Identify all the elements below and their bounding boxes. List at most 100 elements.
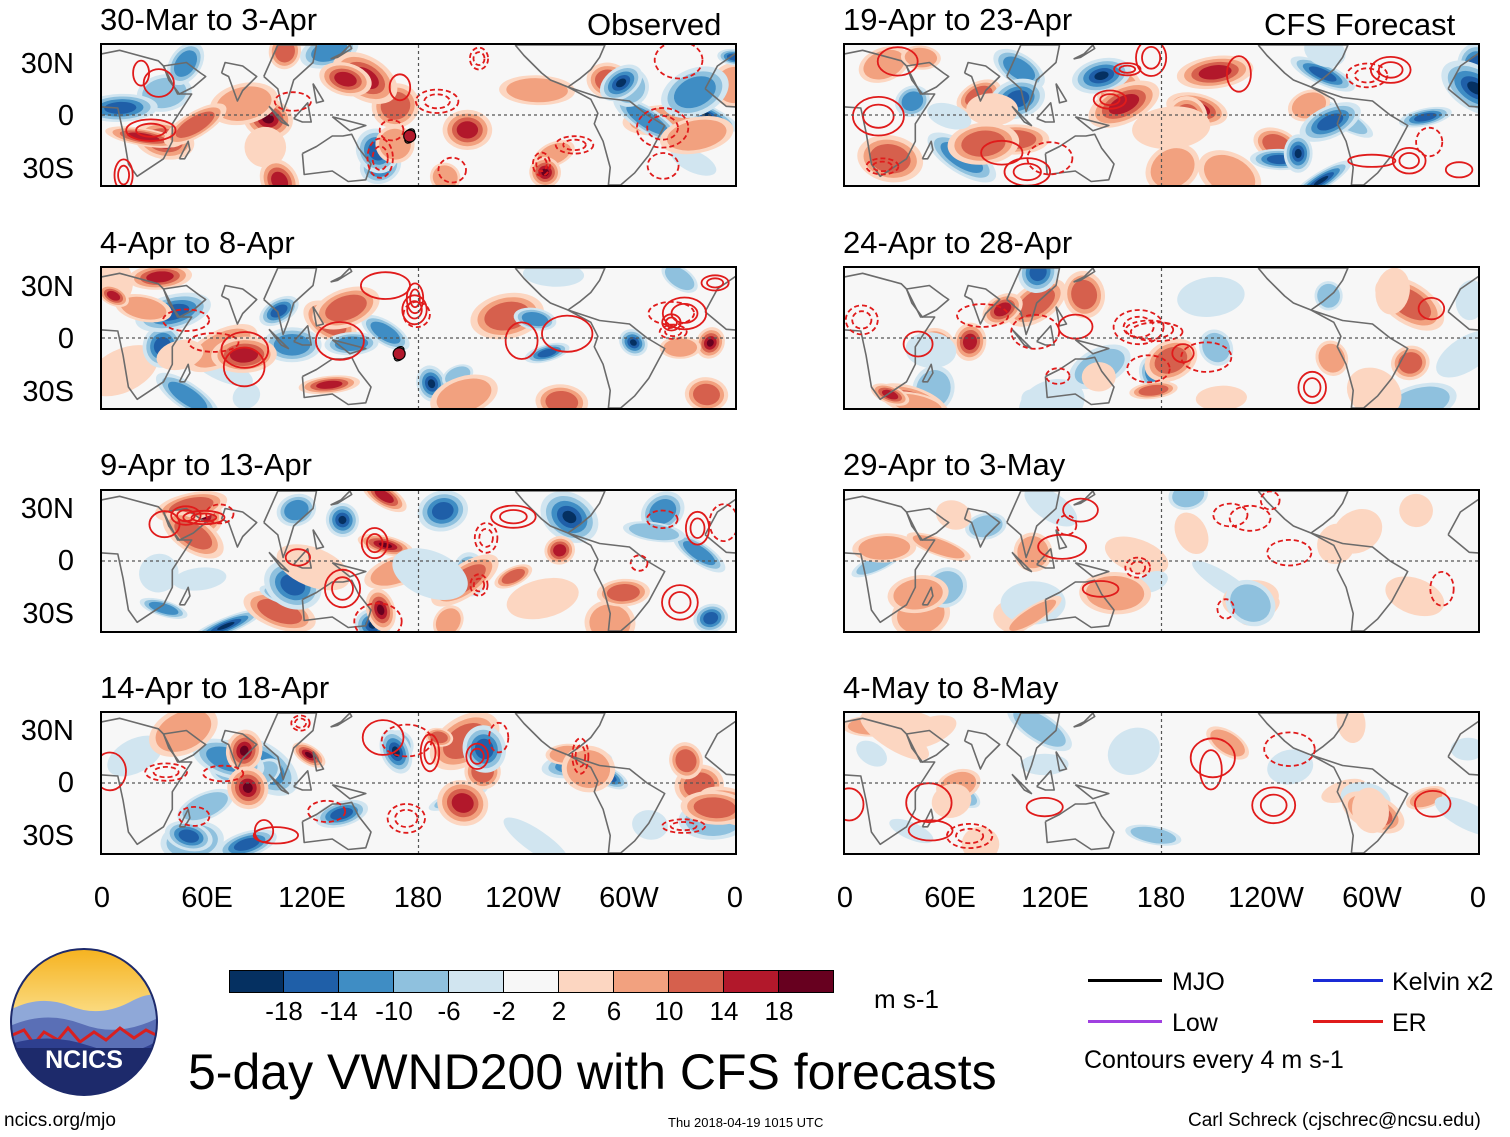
colorbar-swatch <box>449 970 504 993</box>
negative-anomaly <box>216 829 277 853</box>
negative-anomaly <box>640 491 685 532</box>
colorbar-swatch <box>614 970 669 993</box>
positive-anomaly <box>1144 338 1198 382</box>
negative-anomaly <box>107 735 163 777</box>
colorbar-tick-label: -10 <box>375 996 413 1026</box>
colorbar-tick-label: -18 <box>265 996 303 1026</box>
colorbar-swatch <box>504 970 559 993</box>
er-contours <box>845 731 1452 850</box>
colorbar-tick-label: -2 <box>492 996 516 1026</box>
panel-title-fc-1: 19-Apr to 23-Apr <box>843 2 1073 37</box>
ylab-30n-1: 30N <box>20 48 74 80</box>
coastlines <box>845 268 1478 408</box>
legend-kelvin-line <box>1313 979 1383 982</box>
positive-anomaly <box>365 588 396 631</box>
negative-anomaly <box>462 725 507 773</box>
positive-anomaly <box>102 284 129 308</box>
panel-title-obs-1: 30-Mar to 3-Apr <box>100 2 318 37</box>
positive-anomaly <box>1174 512 1209 555</box>
colorbar-units: m s-1 <box>874 984 939 1014</box>
footer-url[interactable]: ncics.org/mjo <box>4 1110 116 1131</box>
positive-anomaly <box>361 491 407 513</box>
coastlines <box>845 45 1478 185</box>
ncics-logo: NCICS <box>10 948 158 1096</box>
negative-anomaly <box>1107 727 1160 775</box>
ylab-30s-4: 30S <box>22 820 74 852</box>
positive-anomaly <box>695 327 725 359</box>
negative-anomaly <box>1177 276 1245 317</box>
ylab-30s-1: 30S <box>22 153 74 185</box>
positive-anomaly <box>680 790 735 825</box>
positive-anomaly <box>499 75 576 106</box>
negative-anomaly <box>993 48 1045 90</box>
xlab-fc-0-end: 0 <box>1469 882 1487 914</box>
observed-header: Observed <box>587 7 722 42</box>
negative-anomaly <box>989 78 1046 120</box>
colorbar-swatch <box>779 970 834 993</box>
negative-anomaly <box>1283 134 1313 173</box>
negative-anomaly <box>1441 60 1478 116</box>
negative-anomaly <box>155 372 220 408</box>
negative-anomaly <box>1455 280 1478 321</box>
map-panel-obs-2 <box>100 266 737 410</box>
negative-anomaly <box>693 603 729 631</box>
legend-low-label: Low <box>1172 1009 1218 1037</box>
negative-anomaly <box>619 329 648 357</box>
map-panel-fc-1 <box>843 43 1480 187</box>
positive-anomaly <box>1081 362 1116 392</box>
panel-title-obs-2: 4-Apr to 8-Apr <box>100 225 295 260</box>
coastlines <box>845 713 1478 853</box>
positive-anomaly <box>659 336 701 359</box>
positive-anomaly <box>244 126 287 168</box>
negative-anomaly <box>164 820 213 852</box>
panel-title-obs-3: 9-Apr to 13-Apr <box>100 447 312 482</box>
xlab-obs-60w: 60W <box>599 882 659 914</box>
legend-kelvin-label: Kelvin x2 <box>1392 968 1494 996</box>
colorbar-swatch <box>394 970 449 993</box>
xlab-obs-120e: 120E <box>278 882 346 914</box>
forecast-header: CFS Forecast <box>1264 7 1456 42</box>
negative-anomaly <box>889 818 934 844</box>
positive-anomaly <box>1003 595 1062 631</box>
colorbar-tick-label: 6 <box>606 996 622 1026</box>
positive-anomaly <box>1195 385 1247 408</box>
positive-anomaly <box>1399 493 1433 528</box>
positive-anomaly <box>961 826 1000 853</box>
negative-anomaly <box>599 64 643 102</box>
positive-anomaly <box>437 780 489 826</box>
ylab-0-4: 0 <box>57 767 74 799</box>
coastlines <box>102 45 735 185</box>
negative-anomaly <box>139 553 179 593</box>
logo-text: NCICS <box>45 1046 123 1074</box>
map-panel-obs-3 <box>100 489 737 633</box>
negative-anomaly <box>856 740 888 767</box>
colorbar-swatch <box>724 970 779 993</box>
positive-anomaly <box>276 544 350 591</box>
xlab-obs-0: 0 <box>93 882 111 914</box>
negative-anomaly <box>262 327 322 363</box>
ylab-0-3: 0 <box>57 545 74 577</box>
panel-title-fc-3: 29-Apr to 3-May <box>843 447 1066 482</box>
er-contours <box>113 45 704 185</box>
panel-title-obs-4: 14-Apr to 18-Apr <box>100 670 330 705</box>
coastlines <box>102 713 735 853</box>
negative-anomaly <box>1007 713 1072 752</box>
ylab-30s-3: 30S <box>22 598 74 630</box>
xlab-fc-120w: 120W <box>1228 882 1304 914</box>
positive-anomaly <box>227 766 269 810</box>
map-panel-fc-2 <box>843 266 1480 410</box>
positive-anomaly <box>494 564 533 589</box>
ylab-30n-4: 30N <box>20 715 74 747</box>
positive-anomaly <box>535 384 589 408</box>
positive-anomaly <box>312 286 380 330</box>
map-panel-obs-1 <box>100 43 737 187</box>
positive-anomaly <box>1336 713 1366 744</box>
negative-anomaly <box>1382 382 1457 408</box>
positive-anomaly <box>887 575 949 614</box>
colorbar-swatch <box>284 970 339 993</box>
colorbar-swatch <box>229 970 284 993</box>
negative-anomaly <box>166 45 205 86</box>
negative-anomaly <box>173 567 227 591</box>
footer-timestamp: Thu 2018-04-19 1015 UTC <box>668 1115 824 1130</box>
negative-anomaly <box>670 147 717 176</box>
